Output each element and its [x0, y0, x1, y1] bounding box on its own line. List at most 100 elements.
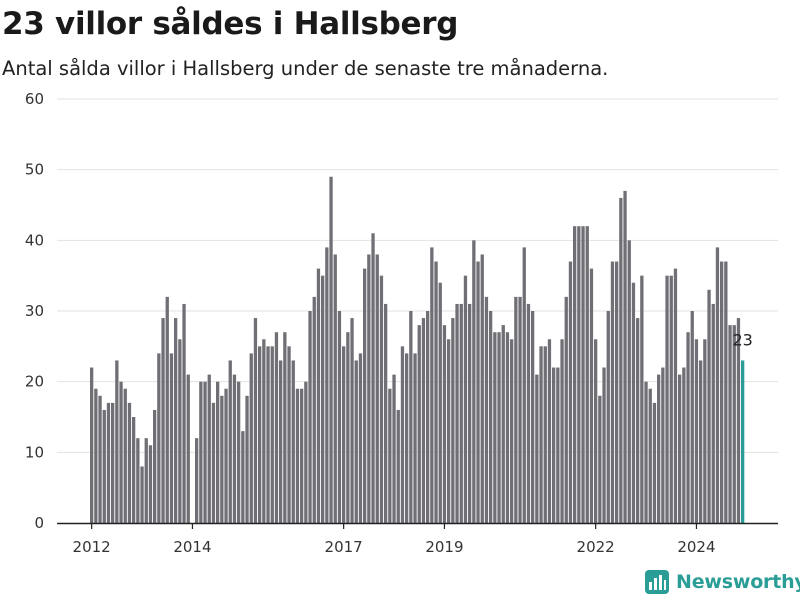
bar — [270, 346, 274, 523]
y-tick-label: 20 — [25, 373, 44, 391]
bar — [169, 353, 174, 523]
bar — [350, 318, 354, 523]
bar — [224, 388, 228, 523]
brand-name: Newsworthy — [676, 571, 800, 593]
bar — [669, 275, 673, 523]
bar — [682, 367, 686, 523]
last-bar-value-label: 23 — [732, 330, 752, 349]
bar — [560, 339, 564, 523]
bar — [728, 325, 732, 523]
bar — [594, 339, 598, 523]
bar — [657, 374, 661, 523]
bar — [304, 381, 308, 523]
bar — [287, 346, 291, 523]
bar — [316, 268, 321, 523]
bar — [321, 275, 325, 523]
y-tick-label: 40 — [25, 231, 44, 249]
bar — [547, 339, 552, 523]
bar — [556, 367, 560, 523]
bar — [678, 374, 682, 523]
bar-annotations: 23 — [732, 330, 752, 349]
bar — [430, 247, 434, 523]
bar — [396, 409, 400, 523]
bar — [514, 296, 518, 523]
chart-subtitle: Antal sålda villor i Hallsberg under de … — [2, 57, 609, 80]
bar — [241, 431, 245, 523]
bar — [148, 445, 153, 523]
bar — [539, 346, 543, 523]
bar — [736, 318, 741, 523]
bar — [665, 275, 669, 523]
x-tick-label: 2014 — [173, 538, 211, 556]
bar — [375, 254, 379, 523]
bar — [631, 282, 636, 523]
bar — [195, 438, 199, 523]
bar — [531, 311, 535, 523]
y-tick-label: 60 — [25, 90, 44, 108]
x-axis: 2012 2014 2017 2019 2022 2024 — [57, 522, 778, 556]
bar — [165, 296, 169, 523]
bar — [90, 367, 94, 523]
bar — [715, 247, 720, 523]
bar — [581, 226, 585, 523]
bar — [673, 268, 678, 523]
bar — [442, 325, 447, 523]
bar — [426, 311, 430, 523]
bar — [648, 388, 652, 523]
y-axis-ticks: 0 10 20 30 40 50 60 — [25, 90, 44, 532]
bar — [245, 395, 249, 523]
x-tick-label: 2022 — [577, 538, 615, 556]
x-tick-label: 2019 — [425, 538, 463, 556]
bar — [409, 311, 413, 523]
bar — [325, 247, 329, 523]
x-tick-label: 2024 — [677, 538, 715, 556]
bar — [598, 395, 602, 523]
bar — [220, 395, 224, 523]
bar — [447, 339, 451, 523]
bar — [174, 318, 178, 523]
bar — [463, 275, 468, 523]
bar — [186, 374, 190, 523]
bar — [405, 353, 409, 523]
bar — [699, 360, 703, 523]
bar — [295, 388, 300, 523]
bar — [291, 360, 295, 523]
bar — [573, 226, 577, 523]
bar — [451, 318, 455, 523]
bar — [564, 296, 568, 523]
bar — [472, 240, 476, 524]
bar — [161, 318, 165, 523]
bar — [476, 261, 480, 523]
bar — [312, 296, 316, 523]
bar — [711, 303, 715, 523]
chart-title: 23 villor såldes i Hallsberg — [2, 6, 459, 42]
bar — [266, 346, 270, 523]
bar — [249, 353, 253, 523]
bar — [619, 197, 623, 523]
bar — [329, 176, 333, 523]
bar — [459, 303, 463, 523]
bar — [333, 254, 337, 523]
bar — [300, 388, 304, 523]
bar — [522, 247, 526, 523]
bar — [211, 402, 216, 523]
bar-chart: 0 10 20 30 40 50 60 2012 2014 2017 2019 2022 2024 2… — [25, 90, 778, 556]
bar — [606, 311, 610, 523]
bar — [392, 374, 396, 523]
bar — [585, 226, 589, 523]
bar — [153, 409, 157, 523]
bar — [652, 402, 657, 523]
bar — [98, 395, 102, 523]
bar — [182, 303, 186, 523]
bar — [686, 332, 690, 523]
bar — [207, 374, 211, 523]
bar — [493, 332, 497, 523]
bar — [144, 438, 148, 523]
bar — [308, 311, 312, 523]
bar — [115, 360, 119, 523]
bar — [367, 254, 371, 523]
x-tick-label: 2012 — [73, 538, 111, 556]
bar — [178, 339, 182, 523]
x-tick-label: 2017 — [325, 538, 363, 556]
bar — [140, 466, 144, 523]
